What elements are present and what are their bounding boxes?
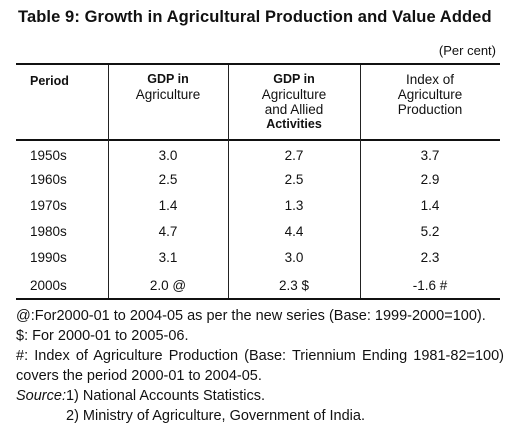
cell-gdp-agriculture: 4.7 bbox=[158, 224, 178, 239]
cell-gdp-allied: 1.3 bbox=[284, 198, 304, 213]
note-hash: #: Index of Agriculture Production (Base… bbox=[16, 348, 504, 384]
cell-gdp-agriculture: 1.4 bbox=[158, 198, 178, 213]
cell-gdp-allied: 3.0 bbox=[284, 250, 304, 265]
header-line: GDP in bbox=[273, 72, 315, 86]
header-period: Period bbox=[30, 74, 69, 88]
header-line: Agriculture bbox=[397, 87, 463, 102]
cell-period: 1980s bbox=[30, 224, 67, 239]
source-label: Source: bbox=[16, 388, 66, 404]
cell-index: 2.9 bbox=[420, 172, 440, 187]
header-line: Activities bbox=[266, 117, 322, 131]
cell-gdp-agriculture: 2.0 @ bbox=[149, 278, 187, 293]
table-header-rule bbox=[16, 139, 500, 141]
table-bottom-rule bbox=[16, 298, 500, 300]
column-divider bbox=[360, 65, 361, 298]
header-line: Index of bbox=[405, 72, 455, 87]
cell-gdp-agriculture: 2.5 bbox=[158, 172, 178, 187]
column-divider bbox=[228, 65, 229, 298]
cell-gdp-allied: 2.3 $ bbox=[278, 278, 310, 293]
source-line: Source:1) National Accounts Statistics. bbox=[16, 386, 504, 406]
header-line: Production bbox=[397, 102, 463, 117]
cell-gdp-allied: 2.5 bbox=[284, 172, 304, 187]
header-gdp-agriculture: GDP in Agriculture bbox=[108, 72, 228, 102]
source-item: 1) National Accounts Statistics. bbox=[65, 388, 266, 404]
cell-index: 2.3 bbox=[420, 250, 440, 265]
cell-gdp-allied: 4.4 bbox=[284, 224, 304, 239]
cell-period: 2000s bbox=[30, 278, 67, 293]
cell-period: 1970s bbox=[30, 198, 67, 213]
header-line: GDP in bbox=[147, 72, 189, 86]
cell-period: 1950s bbox=[30, 148, 67, 163]
cell-gdp-allied: 2.7 bbox=[284, 148, 304, 163]
header-line: and Allied bbox=[264, 102, 324, 117]
table-top-rule bbox=[16, 63, 500, 65]
table-notes: @:For2000-01 to 2004-05 as per the new s… bbox=[16, 306, 504, 426]
cell-period: 1990s bbox=[30, 250, 67, 265]
unit-label: (Per cent) bbox=[438, 43, 496, 58]
column-divider bbox=[108, 65, 109, 298]
cell-period: 1960s bbox=[30, 172, 67, 187]
source-item: 2) Ministry of Agriculture, Government o… bbox=[66, 408, 365, 424]
cell-gdp-agriculture: 3.1 bbox=[158, 250, 178, 265]
table-title: Table 9: Growth in Agricultural Producti… bbox=[18, 8, 492, 26]
cell-gdp-agriculture: 3.0 bbox=[158, 148, 178, 163]
cell-index: 1.4 bbox=[420, 198, 440, 213]
header-gdp-allied: GDP in Agriculture and Allied Activities bbox=[228, 72, 360, 132]
cell-index: 3.7 bbox=[420, 148, 440, 163]
note-dollar: $: For 2000-01 to 2005-06. bbox=[16, 328, 189, 344]
header-line: Agriculture bbox=[135, 87, 201, 102]
header-index: Index of Agriculture Production bbox=[360, 72, 500, 117]
cell-index: -1.6 # bbox=[412, 278, 448, 293]
note-at: @:For2000-01 to 2004-05 as per the new s… bbox=[16, 308, 486, 324]
cell-index: 5.2 bbox=[420, 224, 440, 239]
header-line: Agriculture bbox=[261, 87, 327, 102]
